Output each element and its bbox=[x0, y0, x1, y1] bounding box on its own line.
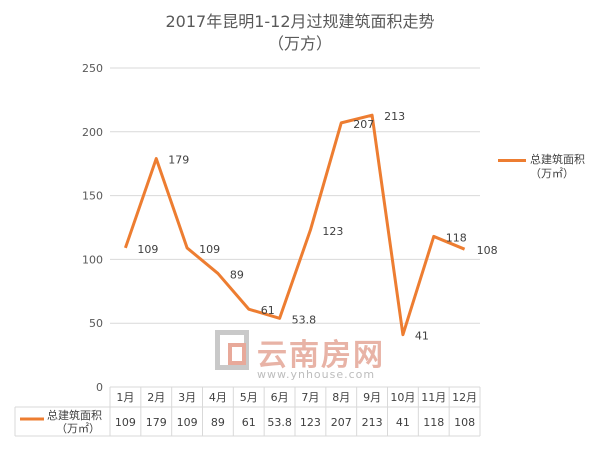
x-category-label: 9月 bbox=[363, 391, 381, 404]
ynhouse-logo-icon bbox=[215, 330, 249, 370]
table-series-unit: （万㎡） bbox=[56, 422, 100, 435]
data-label: 108 bbox=[477, 244, 498, 257]
table-value-cell: 109 bbox=[115, 416, 136, 429]
data-label: 41 bbox=[415, 330, 429, 343]
data-label: 179 bbox=[168, 154, 189, 167]
data-label: 118 bbox=[446, 231, 467, 244]
x-category-label: 6月 bbox=[271, 391, 289, 404]
legend-series-name: 总建筑面积 bbox=[530, 153, 585, 166]
x-category-label: 5月 bbox=[240, 391, 258, 404]
data-label: 207 bbox=[353, 118, 374, 131]
data-label: 123 bbox=[322, 225, 343, 238]
data-label: 213 bbox=[384, 110, 405, 123]
y-tick-label: 250 bbox=[82, 62, 103, 75]
table-value-cell: 89 bbox=[211, 416, 225, 429]
table-value-cell: 108 bbox=[454, 416, 475, 429]
table-value-cell: 213 bbox=[362, 416, 383, 429]
x-category-label: 7月 bbox=[301, 391, 319, 404]
x-category-label: 4月 bbox=[209, 391, 227, 404]
table-value-cell: 61 bbox=[242, 416, 256, 429]
table-value-cell: 41 bbox=[396, 416, 410, 429]
table-value-cell: 179 bbox=[146, 416, 167, 429]
series-line bbox=[123, 113, 466, 337]
chart-subtitle: （万方） bbox=[267, 34, 332, 53]
table-value-cell: 207 bbox=[331, 416, 352, 429]
watermark: 云南房网 www.ynhouse.com bbox=[215, 330, 425, 390]
chart-title: 2017年昆明1-12月过规建筑面积走势 bbox=[165, 12, 435, 31]
legend: 总建筑面积 （万㎡） bbox=[498, 153, 585, 181]
table-value-cell: 123 bbox=[300, 416, 321, 429]
data-label: 109 bbox=[137, 243, 158, 256]
x-category-label: 2月 bbox=[147, 391, 165, 404]
legend-line-swatch bbox=[498, 159, 526, 162]
x-category-label: 3月 bbox=[178, 391, 196, 404]
data-label: 53.8 bbox=[292, 313, 317, 326]
table-series-name: 总建筑面积 bbox=[47, 408, 102, 422]
table-value-cell: 109 bbox=[177, 416, 198, 429]
y-tick-label: 0 bbox=[96, 381, 103, 394]
x-category-label: 12月 bbox=[452, 391, 477, 404]
y-tick-label: 200 bbox=[82, 126, 103, 139]
table-value-cell: 118 bbox=[423, 416, 444, 429]
x-category-label: 1月 bbox=[116, 391, 134, 404]
data-label: 61 bbox=[261, 304, 275, 317]
legend-series-unit: （万㎡） bbox=[530, 167, 574, 180]
table-value-cell: 53.8 bbox=[267, 416, 292, 429]
data-label: 89 bbox=[230, 268, 244, 281]
watermark-url: www.ynhouse.com bbox=[257, 368, 376, 381]
watermark-logo-text: 云南房网 bbox=[257, 338, 385, 373]
y-tick-label: 150 bbox=[82, 190, 103, 203]
x-category-label: 11月 bbox=[421, 391, 446, 404]
x-category-label: 10月 bbox=[390, 391, 415, 404]
x-category-label: 8月 bbox=[332, 391, 350, 404]
y-tick-label: 50 bbox=[89, 317, 103, 330]
y-tick-label: 100 bbox=[82, 253, 103, 266]
data-label: 109 bbox=[199, 243, 220, 256]
